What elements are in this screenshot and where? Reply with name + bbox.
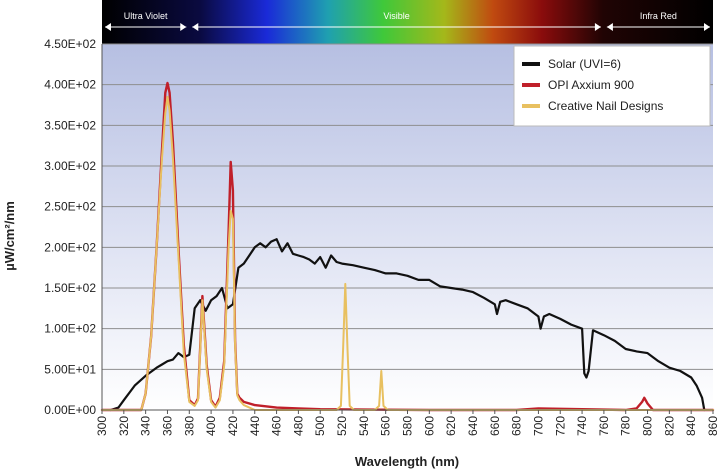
band-arrowhead-left-infra-red <box>606 23 613 31</box>
legend-box <box>513 45 711 127</box>
x-tick-label: 420 <box>226 416 240 436</box>
x-tick-label: 500 <box>313 416 327 436</box>
band-label-ultra-violet: Ultra Violet <box>124 11 168 21</box>
x-tick-labels: 300 320 340 360 380 400 420 440 460 480 500 520 540 5… <box>95 416 720 436</box>
band-arrowhead-right-infra-red <box>704 23 710 31</box>
band-arrowhead-right-visible <box>594 23 601 31</box>
band-arrowhead-right-ultra-violet <box>180 23 187 31</box>
x-tick-label: 300 <box>95 416 109 436</box>
x-tick-label: 380 <box>182 416 196 436</box>
y-tick-label: 1.00E+02 <box>44 322 96 336</box>
x-tick-label: 640 <box>466 416 480 436</box>
x-tick-label: 860 <box>706 416 720 436</box>
y-tick-labels: 0.00E+00 5.00E+01 1.00E+02 1.50E+02 2.00E+02… <box>44 37 96 417</box>
x-tick-label: 720 <box>553 416 567 436</box>
y-tick-label: 3.50E+02 <box>44 118 96 132</box>
x-tick-label: 700 <box>531 416 545 436</box>
legend-label-solar: Solar (UVI=6) <box>548 57 621 71</box>
x-tick-label: 560 <box>379 416 393 436</box>
x-tick-label: 620 <box>444 416 458 436</box>
spectrum-band-labels: Ultra Violet Visible Infra Red <box>105 11 710 31</box>
x-tick-label: 780 <box>619 416 633 436</box>
x-tick-label: 580 <box>401 416 415 436</box>
y-tick-label: 1.50E+02 <box>44 281 96 295</box>
x-tick-label: 660 <box>488 416 502 436</box>
x-tick-label: 480 <box>291 416 305 436</box>
x-tick-label: 460 <box>270 416 284 436</box>
y-tick-label: 4.50E+02 <box>44 37 96 51</box>
band-label-infra-red: Infra Red <box>640 11 677 21</box>
legend-label-cnd: Creative Nail Designs <box>548 99 663 113</box>
x-tick-label: 820 <box>662 416 676 436</box>
x-tick-label: 340 <box>139 416 153 436</box>
x-tick-label: 540 <box>357 416 371 436</box>
legend: Solar (UVI=6) OPI Axxium 900 Creative Na… <box>513 45 711 127</box>
y-tick-label: 3.00E+02 <box>44 159 96 173</box>
x-tick-label: 400 <box>204 416 218 436</box>
y-axis-title: µW/cm²/nm <box>2 201 17 271</box>
x-tick-label: 800 <box>641 416 655 436</box>
axes <box>101 44 714 414</box>
y-tick-label: 0.00E+00 <box>44 403 96 417</box>
band-arrowhead-left-ultra-violet <box>105 23 111 31</box>
x-tick-label: 440 <box>248 416 262 436</box>
x-tick-label: 740 <box>575 416 589 436</box>
legend-label-opi: OPI Axxium 900 <box>548 78 634 92</box>
y-tick-label: 5.00E+01 <box>44 362 96 376</box>
x-tick-label: 600 <box>422 416 436 436</box>
x-tick-label: 360 <box>160 416 174 436</box>
x-tick-label: 760 <box>597 416 611 436</box>
series-line-creative-nail-designs <box>101 95 714 411</box>
x-tick-label: 680 <box>510 416 524 436</box>
y-tick-label: 2.50E+02 <box>44 200 96 214</box>
band-arrowhead-left-visible <box>192 23 199 31</box>
x-axis-title: Wavelength (nm) <box>355 454 459 469</box>
band-label-visible: Visible <box>383 11 409 21</box>
x-tick-label: 840 <box>684 416 698 436</box>
x-tick-label: 320 <box>117 416 131 436</box>
y-tick-label: 2.00E+02 <box>44 240 96 254</box>
spectrum-band <box>102 0 713 44</box>
y-tick-label: 4.00E+02 <box>44 78 96 92</box>
x-tick-label: 520 <box>335 416 349 436</box>
